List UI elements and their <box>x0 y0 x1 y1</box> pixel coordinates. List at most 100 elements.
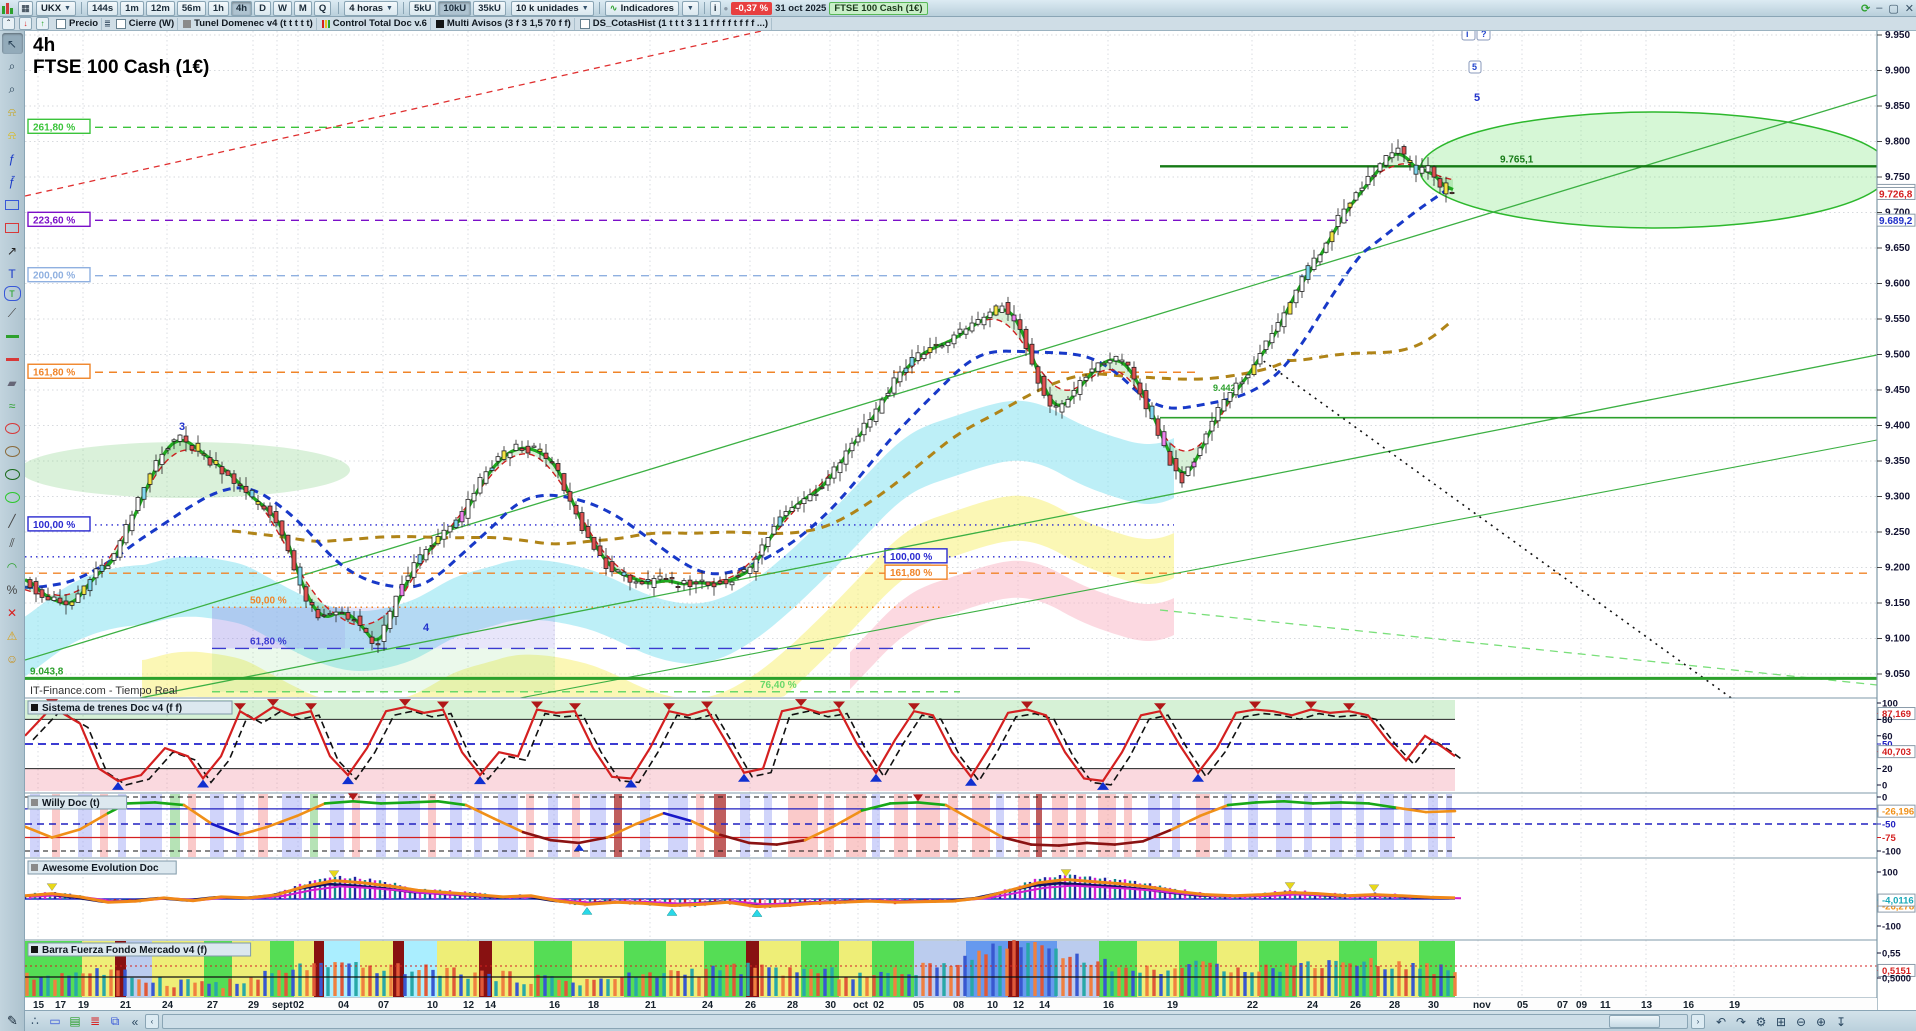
pointer-tool-icon[interactable]: ↖ <box>1 33 23 54</box>
list-icon[interactable]: ≣ <box>104 19 111 28</box>
parallel-lines-tool-icon[interactable]: ⫽ <box>9 536 15 550</box>
panel-header[interactable] <box>27 860 177 875</box>
zoom-area-tool-icon[interactable]: ⌕ <box>8 82 16 96</box>
zoom-out-icon[interactable]: ⊖ <box>1795 1014 1807 1029</box>
indicators-caret-button[interactable]: ▼ <box>681 0 699 16</box>
indicator-item[interactable]: Control Total Doc v.6 <box>319 17 431 30</box>
alert-bell-tool-icon[interactable]: ⍾ <box>8 128 16 142</box>
chevron-down-icon: ▼ <box>64 4 71 12</box>
wave-5-chip[interactable] <box>1468 60 1482 74</box>
wave-pattern-tool-icon[interactable]: ≈ <box>8 398 16 413</box>
restore-button[interactable]: ▢ <box>1888 2 1899 15</box>
trend-arrow-tool-icon[interactable]: ↗ <box>6 243 18 258</box>
indicator-item[interactable]: Multi Avisos (3 f 3 1,5 70 f f) <box>433 17 575 30</box>
chart-window-icon[interactable]: ⧉ <box>110 1014 120 1028</box>
units-select[interactable]: 10 k unidades ▼ <box>510 0 594 16</box>
chart-info-chip[interactable] <box>1461 31 1476 41</box>
undo-icon[interactable]: ↶ <box>1715 1014 1727 1029</box>
zoom-range-icon[interactable]: ⊞ <box>1775 1014 1787 1029</box>
chart-info-chip[interactable] <box>1476 31 1491 41</box>
smiley-tool-icon[interactable]: ☺ <box>5 651 19 666</box>
alert-pointer-tool-icon[interactable]: ⍾ <box>8 105 16 119</box>
panel-title: Sistema de trenes Doc v4 (f f) <box>42 703 182 714</box>
hline-green-tool-icon[interactable] <box>2 326 23 347</box>
panel-header[interactable] <box>27 795 128 810</box>
tf-button-4h[interactable]: 4h <box>230 0 253 16</box>
buy-arrow-icon[interactable]: ↑ <box>36 17 49 30</box>
collapse-toolbar-button[interactable]: ˆ <box>2 17 15 30</box>
tf-button-1h[interactable]: 1h <box>207 0 229 16</box>
fib-levels-tool-icon[interactable]: ƒ̄ <box>8 174 16 189</box>
indicator-item[interactable]: DS_CotasHist (1 t t t 3 1 1 f f f f t f … <box>577 17 772 30</box>
delete-drawing-tool-icon[interactable]: ✕ <box>6 605 18 620</box>
panel-header[interactable] <box>27 942 252 957</box>
scrollbar-thumb[interactable] <box>1609 1015 1660 1028</box>
arc-tool-icon[interactable]: ◠ <box>6 559 18 574</box>
indicator-item[interactable]: Cierre (W) <box>113 17 179 30</box>
tf-button-D[interactable]: D <box>254 0 271 16</box>
ellipse-green-tool-icon[interactable] <box>2 487 23 508</box>
price-axis-tick: 9.300 <box>1885 492 1910 503</box>
ruler-tool-icon[interactable]: ▰ <box>7 375 17 390</box>
scroll-left-button[interactable]: ‹ <box>145 1014 159 1029</box>
ellipse-brown-tool-icon[interactable] <box>2 441 23 462</box>
trendline[interactable] <box>25 94 1878 661</box>
warning-tool-icon[interactable]: ⚠ <box>6 628 18 643</box>
line-tool-icon[interactable]: ╱ <box>8 513 16 528</box>
zoom-in-icon[interactable]: ⊕ <box>1815 1014 1827 1029</box>
scroll-right-button[interactable]: › <box>1691 1014 1705 1029</box>
collapse-left-icon[interactable]: « <box>131 1014 139 1029</box>
tf-button-M[interactable]: M <box>293 0 312 16</box>
close-button[interactable]: ✕ <box>1904 2 1914 15</box>
tf-button-12m[interactable]: 12m <box>145 0 175 16</box>
compare-icon[interactable]: ≣ <box>89 1014 101 1028</box>
tf-button-W[interactable]: W <box>272 0 292 16</box>
checkbox-icon[interactable] <box>579 18 590 29</box>
indicator-item[interactable]: Precio <box>53 17 103 30</box>
sell-arrow-icon[interactable]: ↓ <box>19 17 32 30</box>
comment-icon[interactable]: ▭ <box>49 1014 61 1028</box>
trendline[interactable] <box>139 354 1878 699</box>
tf-button-56m[interactable]: 56m <box>176 0 206 16</box>
ellipse-darkgreen-tool-icon[interactable] <box>2 464 23 485</box>
checkbox-icon[interactable] <box>115 18 126 29</box>
export-icon[interactable]: ▤ <box>69 1014 81 1028</box>
rect-red-tool-icon[interactable] <box>2 217 23 238</box>
checkbox-icon[interactable] <box>56 18 66 29</box>
unit-button-5kU[interactable]: 5kU <box>408 0 437 16</box>
text-tool-icon[interactable]: T <box>8 266 16 281</box>
ellipse-red-tool-icon[interactable] <box>2 418 23 439</box>
unit-button-35kU[interactable]: 35kU <box>473 0 506 16</box>
chart-settings-icon[interactable]: ⚙ <box>1755 1014 1767 1029</box>
share-icon[interactable]: ∴ <box>31 1014 39 1028</box>
info-icon[interactable]: i <box>709 0 721 16</box>
refresh-icon[interactable]: ⟳ <box>1861 2 1871 15</box>
redo-icon[interactable]: ↷ <box>1735 1014 1747 1029</box>
percent-tool-icon[interactable]: % <box>6 582 18 597</box>
minimize-button[interactable]: – <box>1876 2 1883 14</box>
indicators-menu[interactable]: ∿ Indicadores <box>604 0 679 16</box>
unit-button-10kU[interactable]: 10kU <box>438 0 472 16</box>
rect-blue-tool-icon[interactable] <box>2 194 23 215</box>
tf-button-Q[interactable]: Q <box>313 0 332 16</box>
layout-grid-icon[interactable]: ▦ <box>18 0 33 16</box>
hline-red-tool-icon[interactable] <box>2 349 23 370</box>
horizontal-scrollbar[interactable] <box>162 1014 1688 1029</box>
note-bubble-tool-icon[interactable]: T <box>3 286 21 301</box>
timeframe-select[interactable]: 4 horas ▼ <box>344 0 398 16</box>
tf-button-1m[interactable]: 1m <box>120 0 144 16</box>
segment-tool-icon[interactable]: ⟋ <box>7 306 17 320</box>
panel-axis-label: 100 <box>1882 699 1898 710</box>
panel-header[interactable] <box>27 700 233 715</box>
chart-canvas[interactable]: 261,80 % 223,60 % 200,00 % 161,80 % 100,00 %… <box>25 31 1916 1010</box>
sell-triangle <box>1249 701 1261 709</box>
trendline[interactable] <box>519 439 1878 699</box>
fib-projection-tool-icon[interactable]: ƒ <box>8 151 16 166</box>
tf-button-144s[interactable]: 144s <box>86 0 119 16</box>
buy-triangle <box>1192 773 1204 782</box>
column-pointer-icon[interactable]: ↧ <box>1835 1014 1847 1029</box>
indicator-item[interactable]: Tunel Domenec v4 (t t t t t) <box>180 17 317 30</box>
zoom-tool-icon[interactable]: ⌕ <box>8 59 16 73</box>
pencil-icon[interactable]: ✎ <box>7 1013 18 1028</box>
symbol-select[interactable]: UKX ▼ <box>35 0 76 16</box>
